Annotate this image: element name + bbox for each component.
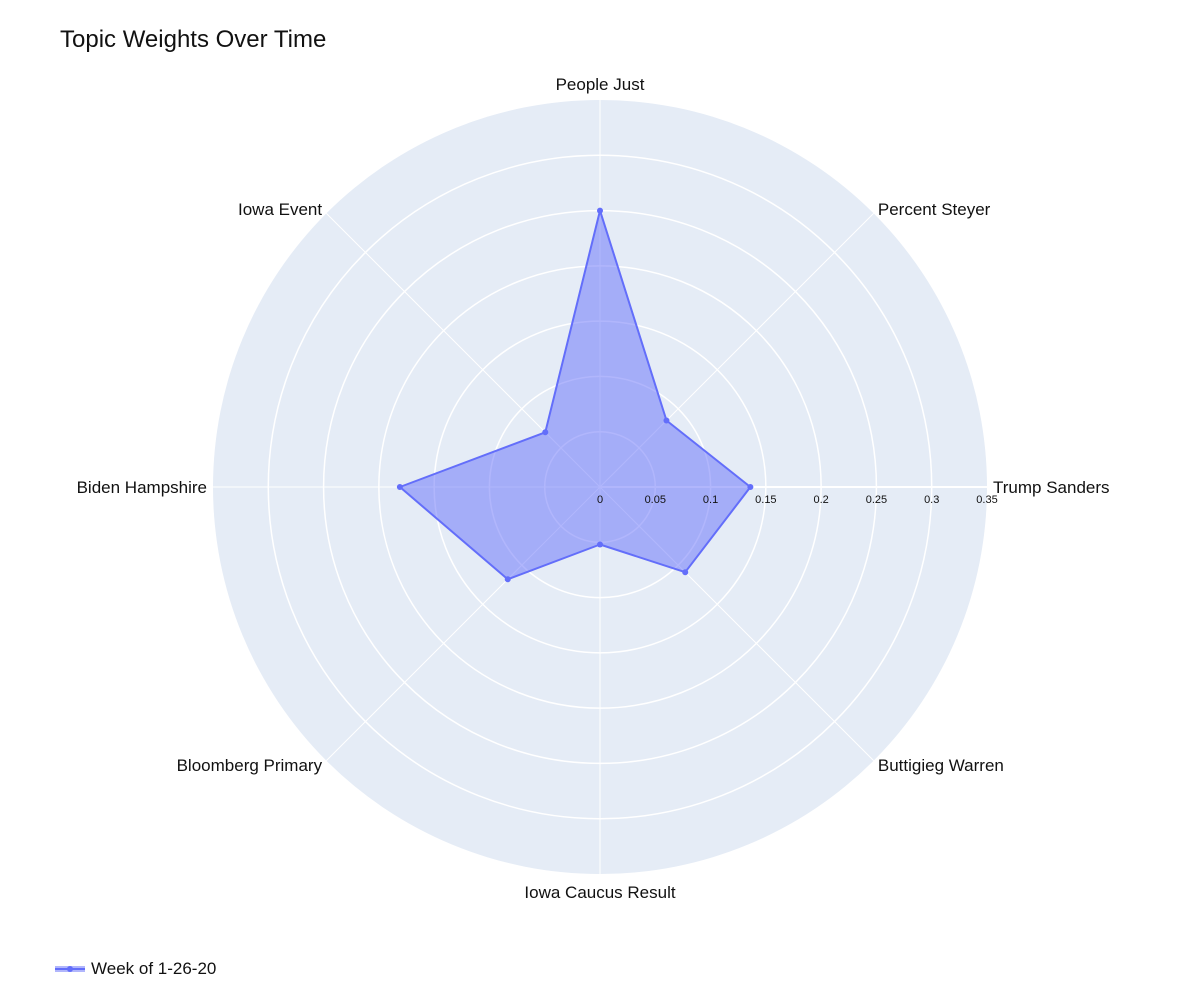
category-label: Trump Sanders xyxy=(993,478,1110,497)
data-point[interactable] xyxy=(682,569,689,576)
category-label: Iowa Event xyxy=(238,200,322,219)
category-label: Percent Steyer xyxy=(878,200,991,219)
radial-tick-label: 0.35 xyxy=(976,494,997,506)
radial-tick-label: 0.3 xyxy=(924,494,939,506)
legend-label: Week of 1-26-20 xyxy=(91,959,217,978)
data-point[interactable] xyxy=(396,484,403,490)
radial-tick-label: 0.25 xyxy=(866,494,887,506)
category-label: Buttigieg Warren xyxy=(878,756,1004,775)
radial-tick-label: 0 xyxy=(597,494,603,506)
category-label: Biden Hampshire xyxy=(77,478,207,497)
category-label: Bloomberg Primary xyxy=(177,756,323,775)
data-point[interactable] xyxy=(747,484,754,490)
data-point[interactable] xyxy=(542,429,549,436)
chart-title: Topic Weights Over Time xyxy=(60,26,327,53)
radial-tick-label: 0.2 xyxy=(813,494,828,506)
data-point[interactable] xyxy=(597,541,603,548)
category-label: People Just xyxy=(556,75,645,94)
category-label: Iowa Caucus Result xyxy=(524,883,675,902)
data-point[interactable] xyxy=(663,417,670,424)
data-point[interactable] xyxy=(504,576,511,583)
legend-swatch-icon xyxy=(55,966,85,972)
radial-tick-label: 0.05 xyxy=(645,494,666,506)
data-point[interactable] xyxy=(597,207,603,214)
legend-item[interactable]: Week of 1-26-20 xyxy=(55,959,216,979)
radial-tick-label: 0.1 xyxy=(703,494,718,506)
radial-tick-label: 0.15 xyxy=(755,494,776,506)
